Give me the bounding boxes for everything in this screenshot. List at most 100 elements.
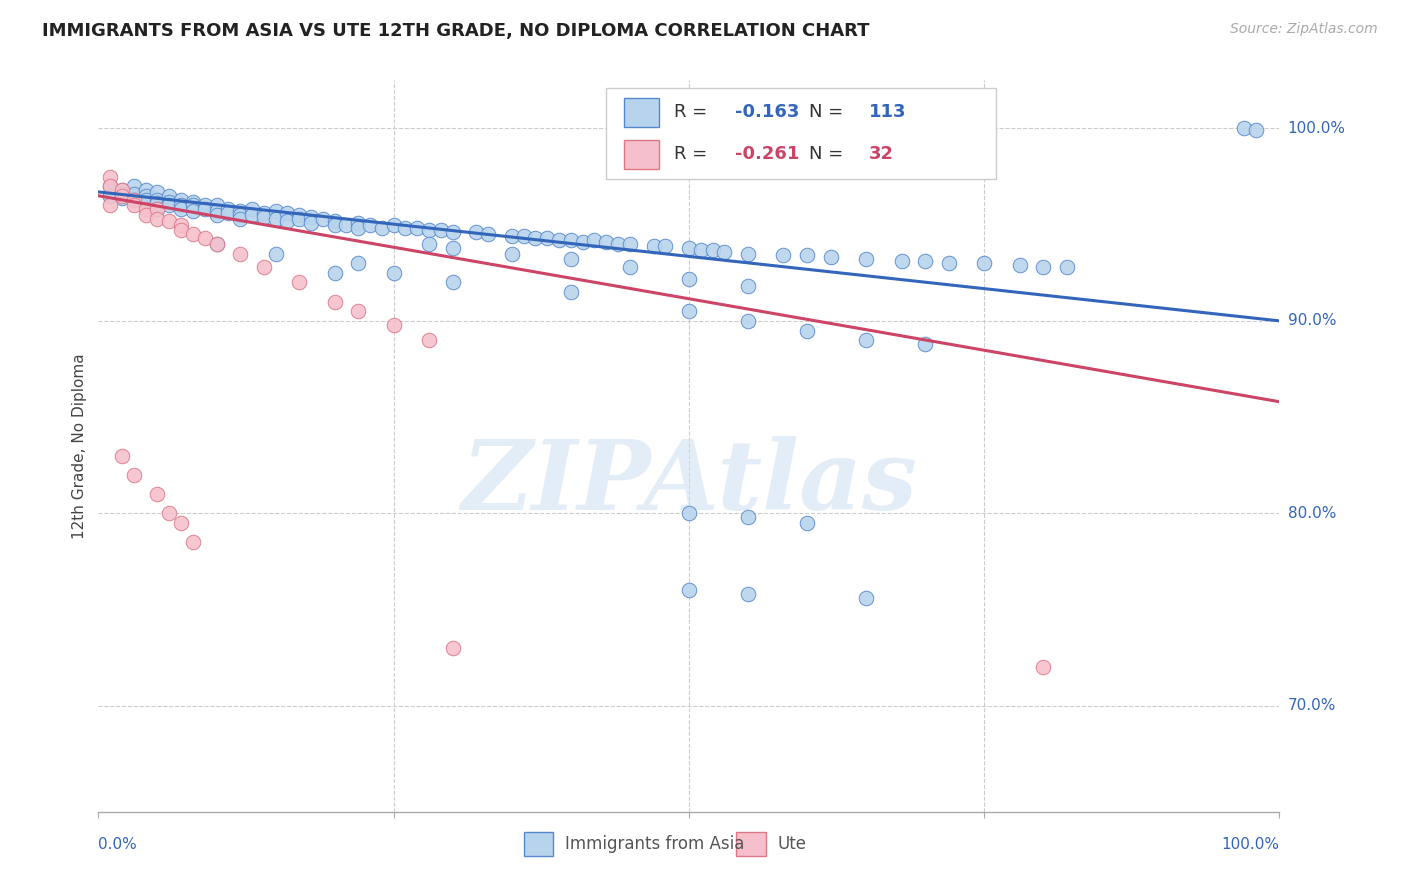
Point bbox=[1032, 260, 1054, 274]
Point bbox=[253, 206, 276, 220]
Point bbox=[689, 243, 711, 257]
Text: R =: R = bbox=[673, 145, 713, 163]
FancyBboxPatch shape bbox=[624, 97, 659, 127]
Point bbox=[571, 235, 593, 249]
Text: N =: N = bbox=[810, 103, 849, 121]
Point bbox=[181, 198, 204, 212]
Point bbox=[583, 233, 606, 247]
Point bbox=[1032, 660, 1054, 674]
Point bbox=[146, 202, 169, 217]
Point bbox=[170, 202, 193, 217]
Point bbox=[205, 204, 228, 219]
Text: ZIPAtlas: ZIPAtlas bbox=[461, 435, 917, 530]
Point bbox=[98, 179, 121, 194]
Point bbox=[382, 318, 405, 332]
Point bbox=[229, 204, 252, 219]
Point bbox=[536, 231, 558, 245]
Point bbox=[501, 229, 523, 244]
Point bbox=[146, 196, 169, 211]
Point bbox=[678, 583, 700, 598]
Text: 32: 32 bbox=[869, 145, 893, 163]
Point bbox=[938, 256, 960, 270]
Point bbox=[1233, 121, 1256, 136]
Point bbox=[737, 314, 759, 328]
Point bbox=[111, 188, 134, 202]
Point bbox=[323, 294, 346, 309]
Point bbox=[98, 198, 121, 212]
Point bbox=[382, 266, 405, 280]
Point bbox=[560, 285, 582, 299]
Point bbox=[973, 256, 995, 270]
Point bbox=[111, 183, 134, 197]
Point bbox=[122, 467, 145, 482]
Point bbox=[111, 186, 134, 201]
Point bbox=[157, 214, 180, 228]
Point bbox=[240, 202, 263, 217]
Point bbox=[205, 198, 228, 212]
Point bbox=[135, 193, 157, 207]
Point bbox=[229, 246, 252, 260]
Point bbox=[359, 218, 381, 232]
Point bbox=[111, 449, 134, 463]
Point bbox=[157, 507, 180, 521]
Point bbox=[914, 337, 936, 351]
Point bbox=[146, 487, 169, 501]
Point bbox=[323, 214, 346, 228]
FancyBboxPatch shape bbox=[606, 87, 995, 179]
Point bbox=[146, 185, 169, 199]
Text: 100.0%: 100.0% bbox=[1222, 837, 1279, 852]
Point bbox=[122, 193, 145, 207]
Point bbox=[170, 218, 193, 232]
Point bbox=[595, 235, 617, 249]
Point bbox=[229, 211, 252, 226]
Point bbox=[264, 246, 287, 260]
Point bbox=[135, 208, 157, 222]
Text: Immigrants from Asia: Immigrants from Asia bbox=[565, 835, 744, 853]
Point bbox=[240, 208, 263, 222]
Point bbox=[98, 188, 121, 202]
Point bbox=[347, 304, 370, 318]
Point bbox=[678, 271, 700, 285]
Point bbox=[157, 198, 180, 212]
Point bbox=[170, 198, 193, 212]
Point bbox=[737, 587, 759, 601]
Point bbox=[299, 210, 322, 224]
Point bbox=[135, 188, 157, 202]
Point bbox=[418, 223, 440, 237]
Point bbox=[181, 227, 204, 242]
Point bbox=[418, 236, 440, 251]
Point bbox=[157, 188, 180, 202]
Point bbox=[796, 248, 818, 262]
Point bbox=[441, 641, 464, 656]
Point bbox=[430, 223, 453, 237]
Point bbox=[914, 254, 936, 268]
Point bbox=[678, 304, 700, 318]
Text: 70.0%: 70.0% bbox=[1288, 698, 1336, 714]
Point bbox=[1244, 123, 1267, 137]
Point bbox=[796, 324, 818, 338]
Point bbox=[441, 241, 464, 255]
Point bbox=[796, 516, 818, 530]
Point bbox=[111, 183, 134, 197]
Point bbox=[146, 211, 169, 226]
Point bbox=[465, 225, 488, 239]
Point bbox=[181, 204, 204, 219]
Y-axis label: 12th Grade, No Diploma: 12th Grade, No Diploma bbox=[72, 353, 87, 539]
Text: R =: R = bbox=[673, 103, 713, 121]
Point bbox=[737, 279, 759, 293]
Point bbox=[619, 260, 641, 274]
Point bbox=[264, 211, 287, 226]
FancyBboxPatch shape bbox=[523, 832, 553, 855]
Point bbox=[347, 221, 370, 235]
Point bbox=[890, 254, 912, 268]
Text: 0.0%: 0.0% bbox=[98, 837, 138, 852]
Point bbox=[548, 233, 571, 247]
Text: -0.261: -0.261 bbox=[735, 145, 800, 163]
Point bbox=[394, 221, 416, 235]
Point bbox=[194, 198, 217, 212]
Point bbox=[371, 221, 394, 235]
Text: 90.0%: 90.0% bbox=[1288, 313, 1336, 328]
Point bbox=[122, 179, 145, 194]
Point bbox=[276, 206, 298, 220]
Point bbox=[288, 208, 311, 222]
